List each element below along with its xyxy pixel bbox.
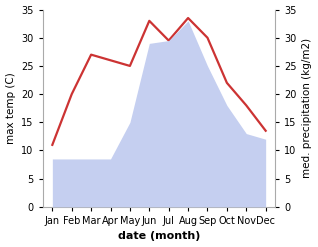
Y-axis label: max temp (C): max temp (C) <box>5 72 16 144</box>
X-axis label: date (month): date (month) <box>118 231 200 242</box>
Y-axis label: med. precipitation (kg/m2): med. precipitation (kg/m2) <box>302 38 313 178</box>
